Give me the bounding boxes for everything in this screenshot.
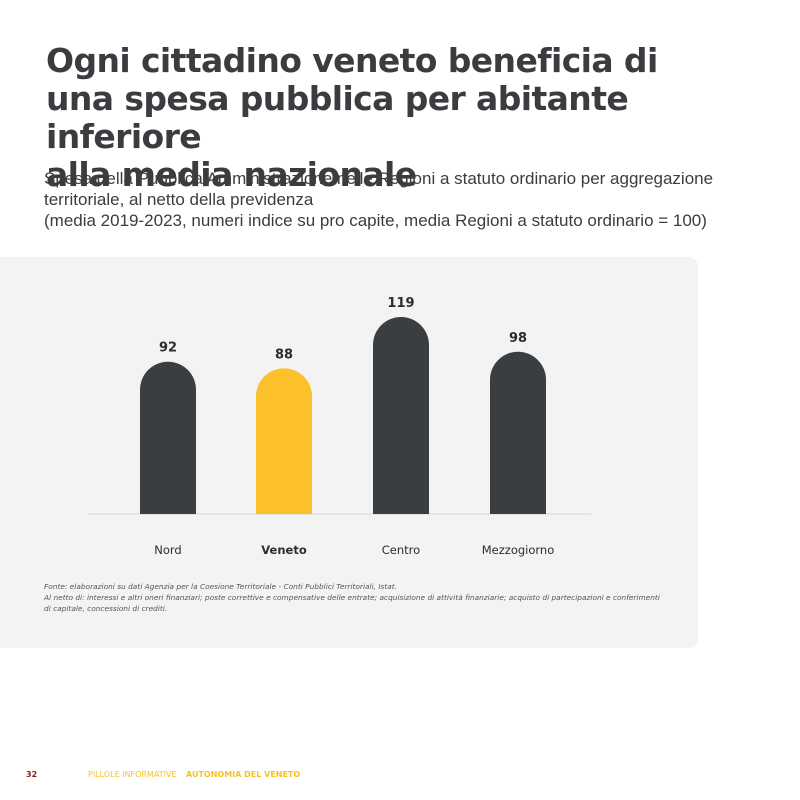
bar-centro bbox=[373, 317, 429, 514]
subtitle-line-1: Spesa della Pubblica Amministrazione nel… bbox=[44, 169, 714, 188]
source-notes: Fonte: elaborazioni su dati Agenzia per … bbox=[44, 581, 684, 614]
bar-nord bbox=[140, 361, 196, 514]
chart-subtitle: Spesa della Pubblica Amministrazione nel… bbox=[44, 168, 764, 231]
category-label-mezzogiorno: Mezzogiorno bbox=[482, 543, 555, 557]
bar-veneto bbox=[256, 368, 312, 514]
data-label-mezzogiorno: 98 bbox=[509, 331, 527, 346]
title-line-2: una spesa pubblica per abitante inferior… bbox=[46, 79, 629, 156]
page-number: 32 bbox=[26, 770, 38, 779]
category-label-centro: Centro bbox=[382, 543, 420, 557]
title-line-3: alla media nazionale bbox=[46, 155, 417, 194]
series-name: AUTONOMIA DEL VENETO bbox=[186, 770, 301, 779]
source-note-2: Al netto di: interessi e altri oneri fin… bbox=[44, 593, 660, 602]
series-label: PILLOLE INFORMATIVE bbox=[88, 770, 177, 779]
category-label-nord: Nord bbox=[154, 543, 181, 557]
source-note-1: Fonte: elaborazioni su dati Agenzia per … bbox=[44, 582, 398, 591]
chart-panel: 92 Nord 88 Veneto 119 Centro 98 Mezzogiorno Fon… bbox=[0, 257, 698, 648]
data-label-centro: 119 bbox=[387, 296, 414, 311]
data-label-veneto: 88 bbox=[275, 347, 293, 362]
subtitle-line-2: territoriale, al netto della previdenza bbox=[44, 190, 314, 209]
data-label-nord: 92 bbox=[159, 341, 177, 356]
title-line-1: Ogni cittadino veneto beneficia di bbox=[46, 41, 658, 80]
bar-mezzogiorno bbox=[490, 351, 546, 514]
chart-title: Ogni cittadino veneto beneficia di una s… bbox=[46, 42, 766, 194]
subtitle-line-3: (media 2019-2023, numeri indice su pro c… bbox=[44, 211, 707, 230]
source-note-3: di capitale, concessioni di crediti. bbox=[44, 604, 168, 613]
category-label-veneto: Veneto bbox=[261, 543, 307, 557]
bar-chart: 92 Nord 88 Veneto 119 Centro 98 Mezzogiorno bbox=[88, 296, 591, 557]
